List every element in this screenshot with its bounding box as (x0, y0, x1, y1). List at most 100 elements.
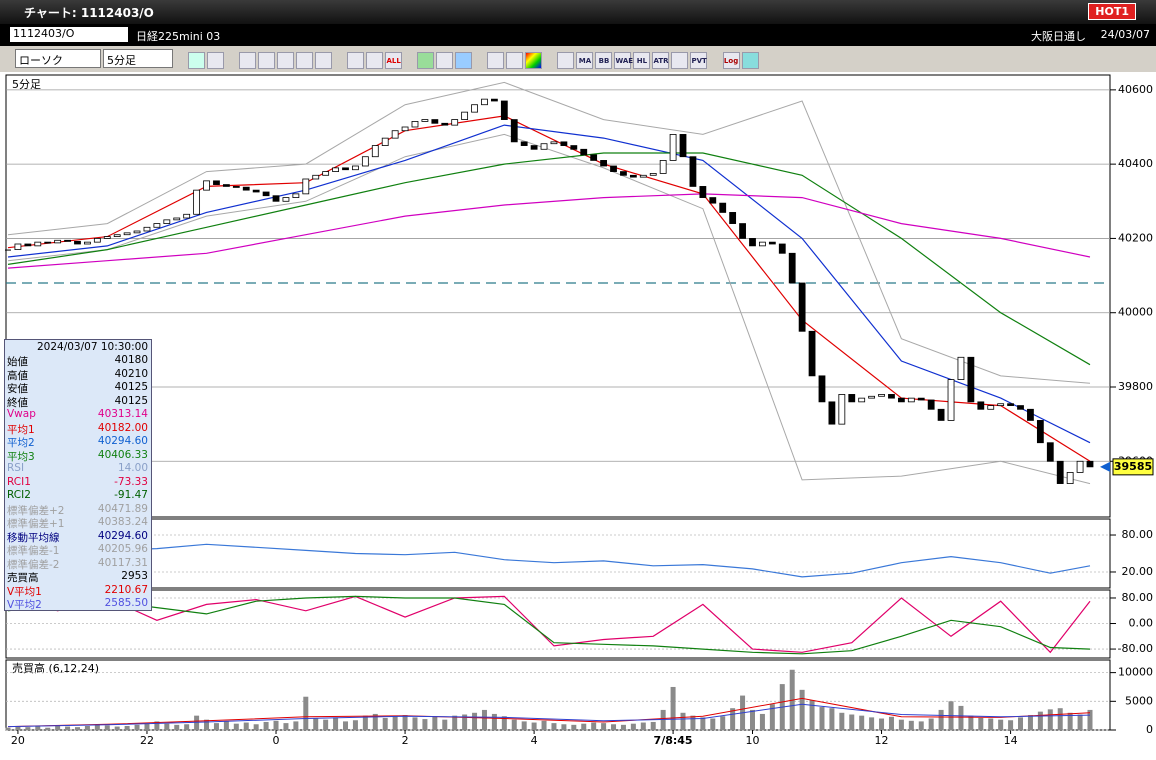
tool-button[interactable] (455, 52, 473, 69)
candle (937, 408, 945, 421)
info-value: 40180 (114, 354, 148, 366)
candle (411, 121, 419, 128)
candle (907, 397, 915, 403)
volume-bar (422, 719, 428, 730)
candle (282, 197, 290, 202)
candle (659, 160, 667, 174)
info-row: 売買高 2953 (7, 570, 148, 584)
candle (153, 223, 161, 228)
candle (540, 143, 548, 150)
tool-button[interactable] (487, 52, 505, 69)
volume-bar (799, 689, 805, 730)
candle (689, 156, 697, 187)
volume-bar (1047, 709, 1053, 730)
tool-button[interactable] (347, 52, 365, 69)
volume-bar (1067, 712, 1073, 730)
info-row: 高値 40210 (7, 368, 148, 382)
tool-button[interactable] (417, 52, 435, 69)
volume-bar (392, 716, 398, 730)
candle (173, 217, 181, 221)
volume-bar (164, 723, 170, 730)
volume-bar (15, 726, 21, 730)
candle (788, 252, 796, 284)
title-bar: チャート: 1112403/O HOT1 (0, 0, 1156, 24)
tool-button[interactable]: ATR (652, 52, 670, 69)
info-label: 平均1 (7, 423, 35, 436)
tool-button[interactable] (366, 52, 384, 69)
interval-select[interactable]: 5分足 (103, 49, 173, 68)
tool-button[interactable]: ALL (385, 52, 403, 69)
tool-button[interactable] (557, 52, 575, 69)
volume-bar (879, 718, 885, 730)
candle (302, 178, 310, 195)
candle (848, 394, 856, 403)
tool-button[interactable] (207, 52, 224, 69)
volume-label: 売買高 (6,12,24) (12, 661, 99, 675)
volume-bar (233, 723, 239, 730)
info-value: -73.33 (114, 475, 148, 488)
volume-bar (581, 723, 587, 730)
candle (778, 243, 786, 254)
candle (808, 330, 816, 377)
volume-bar (551, 723, 557, 730)
volume-bar (730, 708, 736, 730)
volume-bar (65, 726, 71, 730)
volume-average (7, 703, 1091, 728)
zoom-button[interactable] (188, 52, 205, 69)
candle (113, 234, 121, 237)
tool-button[interactable] (315, 52, 333, 69)
tool-button[interactable]: MA (576, 52, 594, 69)
info-label: 平均3 (7, 450, 35, 463)
tool-button[interactable] (436, 52, 454, 69)
session: 大阪日通し (1031, 30, 1086, 43)
tool-button[interactable]: BB (595, 52, 613, 69)
x-tick-label: 2 (402, 734, 409, 747)
hot-button[interactable]: HOT1 (1088, 3, 1136, 20)
tool-button[interactable]: HL (633, 52, 651, 69)
candle (927, 399, 935, 410)
info-label: 標準偏差-2 (7, 558, 60, 571)
info-value: 40294.60 (97, 529, 148, 542)
chart-type-select[interactable]: ローソク (15, 49, 101, 68)
tool-button[interactable] (525, 52, 543, 69)
tool-button[interactable]: PVT (690, 52, 708, 69)
moving-average (7, 152, 1091, 366)
volume-bar (908, 720, 914, 730)
volume-bar (293, 721, 299, 730)
candle (709, 197, 717, 204)
code-input[interactable]: 1112403/O (10, 27, 128, 42)
volume-bar (303, 696, 309, 730)
info-row: 平均2 40294.60 (7, 435, 148, 449)
volume-bar (402, 715, 408, 730)
y-tick-label: 80.00 (1122, 591, 1154, 604)
candle (520, 141, 528, 146)
tool-button[interactable] (277, 52, 295, 69)
info-label: 移動平均線 (7, 531, 60, 544)
info-value: 40313.14 (97, 408, 148, 420)
candle (957, 356, 965, 380)
tool-button[interactable] (296, 52, 314, 69)
tool-button[interactable]: Log (722, 52, 740, 69)
candle (759, 241, 766, 247)
volume-bar (1037, 711, 1043, 730)
candle (838, 394, 846, 425)
volume-bar (819, 707, 825, 730)
tool-button[interactable]: WAE (614, 52, 633, 69)
tool-button[interactable] (506, 52, 524, 69)
y-tick-label: 39800 (1118, 380, 1153, 393)
tool-button[interactable] (671, 52, 689, 69)
volume-bar (45, 727, 51, 730)
volume-bar (35, 725, 41, 730)
tool-button[interactable] (741, 52, 759, 69)
candle (977, 401, 985, 410)
candle (510, 119, 518, 143)
volume-bar (541, 720, 547, 730)
info-label: 終値 (7, 396, 28, 409)
volume-bar (849, 714, 855, 730)
volume-bar (84, 725, 90, 730)
volume-bar (362, 715, 368, 730)
chart-background (0, 72, 1156, 760)
tool-button[interactable] (258, 52, 276, 69)
instrument-name: 日経225mini 03 (136, 30, 221, 43)
tool-button[interactable] (239, 52, 257, 69)
